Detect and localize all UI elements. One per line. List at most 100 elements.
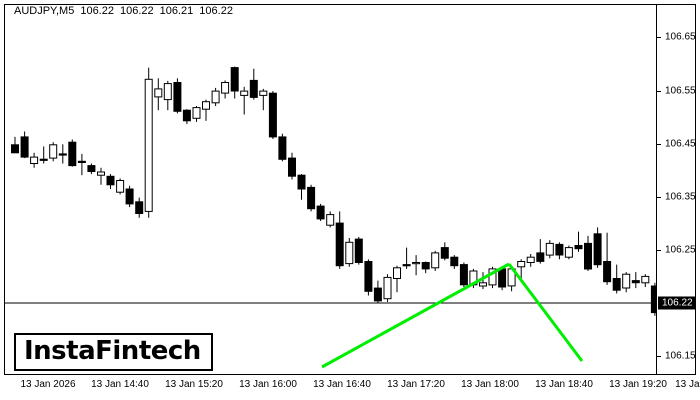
candlestick[interactable] bbox=[402, 247, 411, 269]
time-tick-label: 13 Jan 2026 bbox=[20, 379, 76, 390]
candlestick[interactable] bbox=[421, 261, 430, 274]
candlestick[interactable] bbox=[182, 109, 191, 125]
brand-logo-text: InstaFintech bbox=[24, 336, 201, 366]
trendline-down-leg[interactable] bbox=[507, 263, 584, 362]
plot-area[interactable] bbox=[4, 4, 658, 375]
price-axis[interactable]: 106.65 106.55 106.45 106.35 106.25 106.15 106.… bbox=[657, 4, 696, 375]
candlestick[interactable] bbox=[412, 255, 421, 276]
candlestick[interactable] bbox=[249, 68, 258, 100]
price-tick-label: 106.55 bbox=[665, 85, 696, 97]
candlestick[interactable] bbox=[268, 91, 277, 139]
candlestick[interactable] bbox=[259, 88, 268, 111]
candlestick[interactable] bbox=[517, 259, 526, 279]
candlestick[interactable] bbox=[536, 239, 545, 264]
candlestick[interactable] bbox=[77, 153, 86, 176]
candlestick[interactable] bbox=[479, 272, 487, 290]
candlestick[interactable] bbox=[593, 227, 602, 268]
candlestick[interactable] bbox=[240, 86, 249, 115]
candlestick[interactable] bbox=[345, 238, 354, 267]
candle-body-bear bbox=[58, 153, 67, 156]
trendline-up-leg[interactable] bbox=[321, 262, 510, 369]
time-tick-label: 13 Jan 14:40 bbox=[91, 379, 149, 390]
candlestick[interactable] bbox=[354, 237, 363, 265]
candlestick[interactable] bbox=[431, 250, 440, 271]
candlestick[interactable] bbox=[144, 67, 153, 218]
candle-body-bear bbox=[364, 261, 373, 292]
candlestick[interactable] bbox=[30, 152, 39, 168]
candle-body-bull bbox=[383, 276, 392, 300]
candle-body-bear bbox=[297, 174, 306, 190]
current-price-tag: 106.22 bbox=[658, 296, 696, 310]
candlestick[interactable] bbox=[211, 87, 220, 106]
candlestick[interactable] bbox=[11, 136, 19, 154]
time-tick-label: 13 Jan 20:00 bbox=[675, 379, 700, 390]
candlestick[interactable] bbox=[612, 264, 621, 294]
price-tick-label: 106.25 bbox=[665, 244, 696, 256]
candlestick[interactable] bbox=[173, 78, 182, 114]
candlestick[interactable] bbox=[278, 133, 287, 162]
candle-body-bear bbox=[288, 157, 296, 177]
chart-symbol-label: AUDJPY,M5 bbox=[14, 5, 75, 17]
candle-body-bear bbox=[20, 136, 29, 158]
candlestick[interactable] bbox=[288, 152, 296, 180]
candlestick[interactable] bbox=[125, 185, 134, 208]
candle-body-bear bbox=[440, 247, 449, 259]
candlestick[interactable] bbox=[383, 274, 392, 302]
candlestick[interactable] bbox=[106, 174, 115, 189]
candle-body-bear bbox=[11, 144, 19, 154]
candlestick[interactable] bbox=[574, 231, 583, 252]
candle-body-bear bbox=[125, 188, 134, 205]
price-tick-label: 106.65 bbox=[665, 31, 696, 43]
candlestick[interactable] bbox=[202, 99, 210, 121]
candlestick[interactable] bbox=[116, 178, 125, 195]
candlestick[interactable] bbox=[584, 235, 592, 271]
candlestick[interactable] bbox=[230, 66, 239, 99]
candlestick[interactable] bbox=[631, 272, 640, 289]
candlestick[interactable] bbox=[650, 282, 658, 316]
candlestick[interactable] bbox=[87, 163, 96, 175]
candlestick[interactable] bbox=[545, 240, 554, 259]
candlestick[interactable] bbox=[49, 142, 58, 162]
candlestick[interactable] bbox=[555, 242, 564, 260]
candlestick[interactable] bbox=[20, 131, 29, 159]
candlestick[interactable] bbox=[526, 254, 535, 267]
candlestick[interactable] bbox=[440, 242, 449, 261]
candle-body-bear bbox=[268, 92, 277, 138]
candlestick[interactable] bbox=[154, 78, 163, 111]
candle-body-bear bbox=[307, 186, 316, 210]
candlestick[interactable] bbox=[221, 80, 230, 99]
candlestick[interactable] bbox=[192, 106, 201, 122]
chart-title: AUDJPY,M5 106.22 106.22 106.21 106.22 bbox=[14, 5, 239, 17]
candlestick[interactable] bbox=[459, 262, 468, 288]
candle-body-bull bbox=[488, 268, 497, 286]
candlestick[interactable] bbox=[641, 274, 650, 287]
candlestick[interactable] bbox=[68, 139, 77, 167]
candle-body-bull bbox=[345, 241, 354, 265]
candlestick[interactable] bbox=[622, 272, 631, 293]
candle-body-bear bbox=[402, 264, 411, 267]
candlestick[interactable] bbox=[488, 266, 497, 289]
candlestick[interactable] bbox=[564, 245, 573, 260]
candle-body-bull bbox=[393, 267, 401, 279]
candlestick[interactable] bbox=[603, 232, 612, 285]
candlestick[interactable] bbox=[135, 197, 144, 218]
candlestick[interactable] bbox=[364, 259, 373, 296]
candlestick[interactable] bbox=[58, 144, 67, 164]
candlestick[interactable] bbox=[450, 255, 459, 269]
candle-body-bear bbox=[459, 264, 468, 286]
candle-body-bull bbox=[154, 88, 163, 98]
candlestick[interactable] bbox=[316, 203, 325, 221]
time-tick-label: 13 Jan 16:40 bbox=[313, 379, 371, 390]
candlestick[interactable] bbox=[373, 280, 382, 303]
candlestick[interactable] bbox=[307, 184, 316, 212]
candlestick[interactable] bbox=[326, 211, 335, 228]
candlestick[interactable] bbox=[335, 211, 344, 269]
price-tick-dash bbox=[657, 250, 661, 251]
candlestick[interactable] bbox=[163, 80, 172, 111]
candlestick[interactable] bbox=[297, 174, 306, 200]
candlestick[interactable] bbox=[39, 146, 48, 164]
candlestick[interactable] bbox=[393, 265, 401, 293]
candle-body-bear bbox=[584, 242, 592, 270]
candlestick[interactable] bbox=[97, 167, 105, 185]
